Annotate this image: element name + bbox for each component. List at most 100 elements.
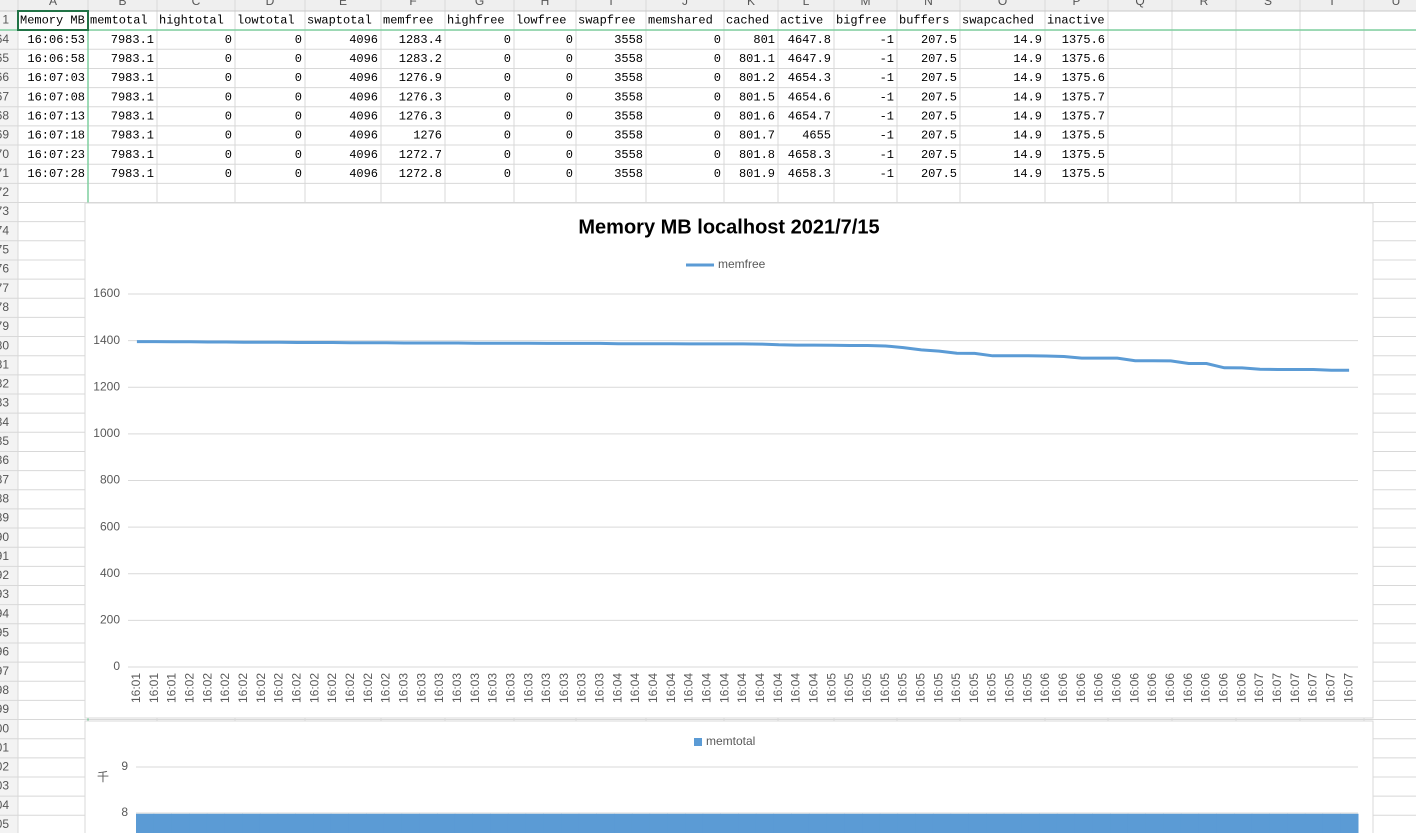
row-number[interactable]: 70 xyxy=(0,147,9,161)
data-cell[interactable]: 3558 xyxy=(614,33,643,47)
row-number[interactable]: 72 xyxy=(0,185,9,199)
column-letter[interactable]: L xyxy=(803,0,810,8)
data-cell[interactable]: 0 xyxy=(225,109,232,123)
data-cell[interactable]: 3558 xyxy=(614,167,643,181)
data-cell[interactable]: 4655 xyxy=(802,129,831,143)
column-letter[interactable]: H xyxy=(541,0,550,8)
row-number[interactable]: 90 xyxy=(0,530,9,544)
column-letter[interactable]: A xyxy=(49,0,57,8)
data-cell[interactable]: 0 xyxy=(714,52,721,66)
data-cell[interactable]: 3558 xyxy=(614,129,643,143)
data-cell[interactable]: -1 xyxy=(880,90,894,104)
data-cell[interactable]: 801.6 xyxy=(739,109,775,123)
column-letter[interactable]: G xyxy=(475,0,484,8)
row-number[interactable]: 103 xyxy=(0,779,9,793)
data-cell[interactable]: 1375.5 xyxy=(1062,148,1105,162)
data-cell[interactable]: 1276.3 xyxy=(399,90,442,104)
data-cell[interactable]: 1283.2 xyxy=(399,52,442,66)
row-number[interactable]: 67 xyxy=(0,89,9,103)
header-cell[interactable]: swapfree xyxy=(578,14,636,28)
data-cell[interactable]: 4654.6 xyxy=(788,90,831,104)
data-cell[interactable]: 4658.3 xyxy=(788,167,831,181)
row-number[interactable]: 64 xyxy=(0,32,9,46)
data-cell[interactable]: 0 xyxy=(566,148,573,162)
row-number[interactable]: 104 xyxy=(0,798,9,812)
data-cell[interactable]: 801.1 xyxy=(739,52,775,66)
data-cell[interactable]: 801.5 xyxy=(739,90,775,104)
column-letter[interactable]: P xyxy=(1072,0,1080,8)
data-cell[interactable]: 14.9 xyxy=(1013,52,1042,66)
data-cell[interactable]: 7983.1 xyxy=(111,52,154,66)
data-cell[interactable]: 7983.1 xyxy=(111,90,154,104)
data-cell[interactable]: 3558 xyxy=(614,148,643,162)
data-cell[interactable]: 207.5 xyxy=(921,109,957,123)
header-cell[interactable]: memshared xyxy=(648,14,713,28)
data-cell[interactable]: 14.9 xyxy=(1013,148,1042,162)
data-cell[interactable]: 0 xyxy=(714,90,721,104)
data-cell[interactable]: 14.9 xyxy=(1013,109,1042,123)
row-number[interactable]: 75 xyxy=(0,243,9,257)
header-cell[interactable]: swaptotal xyxy=(307,14,372,28)
row-number[interactable]: 99 xyxy=(0,702,9,716)
header-cell[interactable]: lowfree xyxy=(516,14,566,28)
chart-frame[interactable] xyxy=(84,202,1374,719)
column-letter[interactable]: U xyxy=(1392,0,1401,8)
data-cell[interactable]: 0 xyxy=(295,148,302,162)
row-number[interactable]: 94 xyxy=(0,606,9,620)
data-cell[interactable]: 7983.1 xyxy=(111,167,154,181)
data-cell[interactable]: 16:07:18 xyxy=(27,129,85,143)
row-number[interactable]: 105 xyxy=(0,817,9,831)
header-cell[interactable]: lowtotal xyxy=(237,14,295,28)
data-cell[interactable]: -1 xyxy=(880,129,894,143)
row-number[interactable]: 68 xyxy=(0,108,9,122)
header-cell[interactable]: active xyxy=(780,14,823,28)
data-cell[interactable]: 16:06:53 xyxy=(27,33,85,47)
data-cell[interactable]: 0 xyxy=(566,129,573,143)
data-cell[interactable]: 4096 xyxy=(349,109,378,123)
row-number[interactable]: 73 xyxy=(0,204,9,218)
row-number[interactable]: 77 xyxy=(0,281,9,295)
header-cell[interactable]: hightotal xyxy=(159,14,224,28)
row-number[interactable]: 83 xyxy=(0,396,9,410)
data-cell[interactable]: 4658.3 xyxy=(788,148,831,162)
header-cell[interactable]: bigfree xyxy=(836,14,886,28)
data-cell[interactable]: 207.5 xyxy=(921,71,957,85)
data-cell[interactable]: -1 xyxy=(880,33,894,47)
data-cell[interactable]: 4096 xyxy=(349,52,378,66)
column-letter[interactable]: S xyxy=(1264,0,1272,8)
data-cell[interactable]: 0 xyxy=(225,148,232,162)
data-cell[interactable]: 3558 xyxy=(614,52,643,66)
data-cell[interactable]: 1375.6 xyxy=(1062,52,1105,66)
data-cell[interactable]: 16:07:23 xyxy=(27,148,85,162)
column-letter[interactable]: N xyxy=(924,0,933,8)
row-number[interactable]: 81 xyxy=(0,357,9,371)
row-number[interactable]: 96 xyxy=(0,645,9,659)
row-number[interactable]: 87 xyxy=(0,472,9,486)
row-number[interactable]: 82 xyxy=(0,377,9,391)
row-number[interactable]: 93 xyxy=(0,587,9,601)
data-cell[interactable]: 0 xyxy=(566,167,573,181)
column-letter[interactable]: K xyxy=(747,0,755,8)
data-cell[interactable]: 207.5 xyxy=(921,52,957,66)
row-number[interactable]: 69 xyxy=(0,128,9,142)
data-cell[interactable]: 4096 xyxy=(349,167,378,181)
row-number[interactable]: 95 xyxy=(0,626,9,640)
data-cell[interactable]: -1 xyxy=(880,71,894,85)
data-cell[interactable]: 1375.5 xyxy=(1062,129,1105,143)
data-cell[interactable]: -1 xyxy=(880,167,894,181)
data-cell[interactable]: 0 xyxy=(714,71,721,85)
data-cell[interactable]: 1375.6 xyxy=(1062,71,1105,85)
data-cell[interactable]: 207.5 xyxy=(921,148,957,162)
data-cell[interactable]: 4096 xyxy=(349,71,378,85)
data-cell[interactable]: 0 xyxy=(714,167,721,181)
header-cell[interactable]: cached xyxy=(726,14,769,28)
data-cell[interactable]: 0 xyxy=(504,148,511,162)
data-cell[interactable]: 4096 xyxy=(349,33,378,47)
column-letter[interactable]: F xyxy=(409,0,416,8)
row-number[interactable]: 80 xyxy=(0,338,9,352)
data-cell[interactable]: 0 xyxy=(295,129,302,143)
data-cell[interactable]: 4647.8 xyxy=(788,33,831,47)
header-cell[interactable]: buffers xyxy=(899,14,949,28)
data-cell[interactable]: 14.9 xyxy=(1013,167,1042,181)
row-number[interactable]: 79 xyxy=(0,319,9,333)
